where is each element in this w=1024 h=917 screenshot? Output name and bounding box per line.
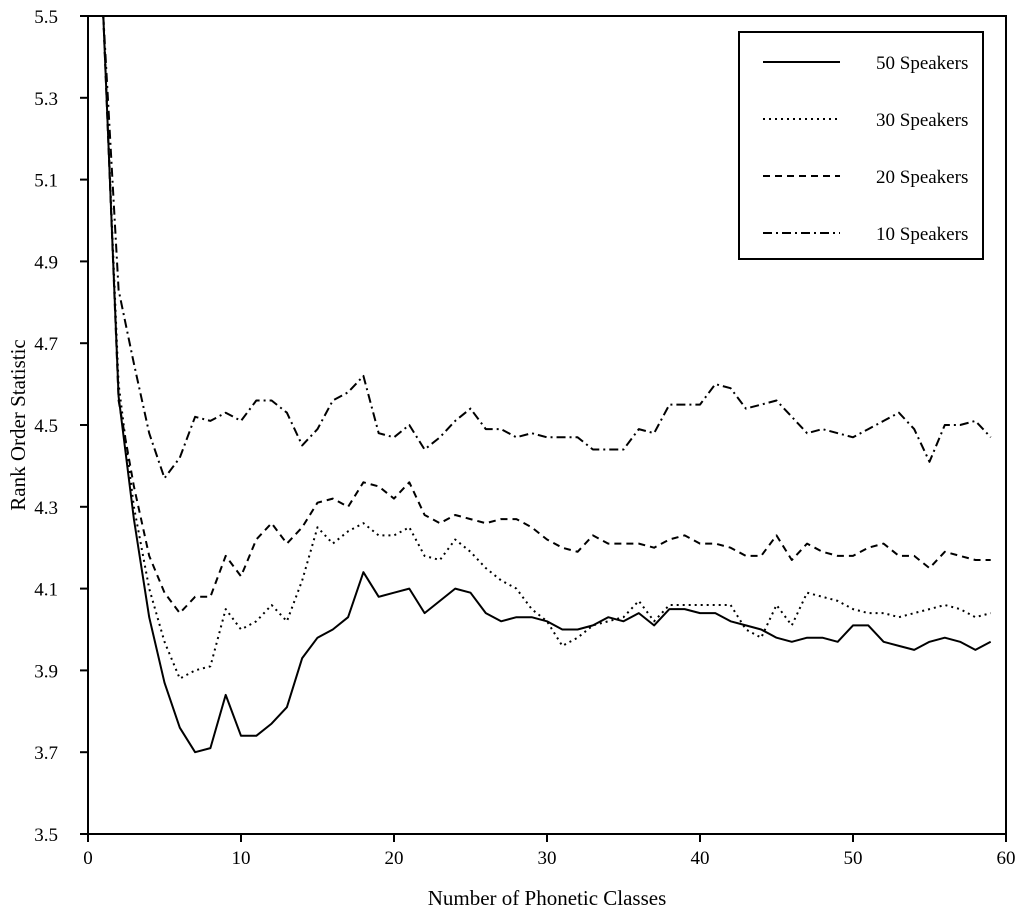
x-tick-label: 40 bbox=[691, 848, 710, 869]
y-tick-label: 3.7 bbox=[34, 743, 58, 764]
y-axis-ticks: 3.5 3.7 3.9 4.1 4.3 4.5 4.7 4.9 5.1 5.3 5.5 bbox=[34, 7, 88, 846]
x-tick-label: 0 bbox=[83, 848, 93, 869]
y-tick-label: 4.1 bbox=[34, 580, 58, 601]
legend: 50 Speakers 30 Speakers 20 Speakers 10 Spea… bbox=[738, 31, 984, 260]
x-axis-ticks: 0 10 20 30 40 50 60 bbox=[83, 834, 1016, 869]
y-tick-label: 3.9 bbox=[34, 661, 58, 682]
y-tick-label: 4.5 bbox=[34, 416, 58, 437]
x-tick-label: 20 bbox=[385, 848, 404, 869]
legend-box bbox=[738, 31, 984, 260]
legend-label-4: 10 Speakers bbox=[876, 224, 968, 245]
y-tick-label: 4.9 bbox=[34, 252, 58, 273]
plot-lines bbox=[102, 15, 992, 754]
series-line-3 bbox=[102, 15, 991, 615]
x-tick-label: 60 bbox=[997, 848, 1016, 869]
legend-items: 50 Speakers 30 Speakers 20 Speakers 10 Spea… bbox=[763, 53, 968, 245]
y-tick-label: 5.1 bbox=[34, 171, 58, 192]
x-tick-label: 50 bbox=[844, 848, 863, 869]
series-line-1 bbox=[102, 15, 992, 754]
y-tick-label: 4.7 bbox=[34, 334, 58, 355]
series-line-2 bbox=[102, 15, 991, 680]
y-tick-label: 5.3 bbox=[34, 89, 58, 110]
x-tick-label: 30 bbox=[538, 848, 557, 869]
y-axis-label: Rank Order Statistic bbox=[6, 339, 30, 510]
x-tick-label: 10 bbox=[232, 848, 251, 869]
y-tick-label: 4.3 bbox=[34, 498, 58, 519]
x-axis-label: Number of Phonetic Classes bbox=[428, 886, 667, 910]
series-line-4 bbox=[102, 15, 992, 480]
legend-label-3: 20 Speakers bbox=[876, 167, 968, 188]
legend-label-2: 30 Speakers bbox=[876, 110, 968, 131]
y-tick-label: 5.5 bbox=[34, 7, 58, 28]
y-tick-label: 3.5 bbox=[34, 825, 58, 846]
legend-label-1: 50 Speakers bbox=[876, 53, 968, 74]
